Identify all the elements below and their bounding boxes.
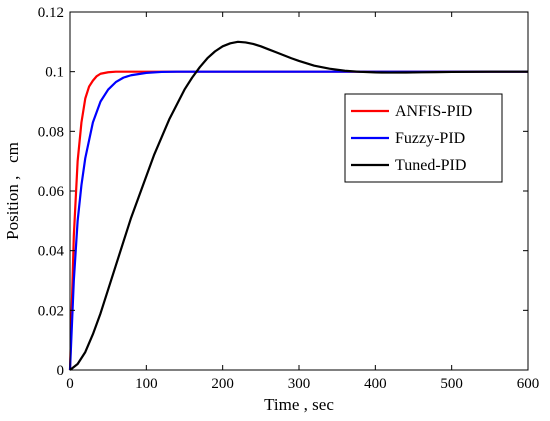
axis-tick-labels: 0 100 200 300 400 500 600 0 0.02 0.04 0.06 0.08 0.1 0… (38, 5, 540, 392)
x-tick-label: 200 (211, 376, 234, 392)
legend-label: Tuned-PID (395, 157, 466, 174)
series-line-tuned-pid (69, 40, 528, 371)
legend-label: ANFIS-PID (395, 103, 472, 120)
x-tick-label: 0 (66, 376, 74, 392)
x-tick-label: 600 (517, 376, 540, 392)
series-line-fuzzy-pid (68, 70, 528, 371)
y-tick-label: 0 (57, 363, 65, 379)
x-tick-label: 400 (364, 376, 387, 392)
axis-ticks (69, 11, 529, 371)
x-tick-label: 500 (440, 376, 463, 392)
y-tick-label: 0.04 (38, 244, 65, 260)
y-tick-label: 0.06 (38, 184, 65, 200)
x-axis-title: Time , sec (264, 395, 334, 414)
legend: ANFIS-PID Fuzzy-PID Tuned-PID (344, 93, 503, 183)
y-tick-label: 0.02 (38, 303, 64, 319)
y-tick-label: 0.08 (38, 124, 64, 140)
y-tick-label: 0.12 (38, 5, 64, 21)
y-tick-label: 0.1 (45, 65, 64, 81)
y-axis-title: Position , cm (3, 142, 22, 240)
x-tick-label: 100 (135, 376, 158, 392)
x-tick-label: 300 (288, 376, 311, 392)
legend-label: Fuzzy-PID (395, 130, 465, 147)
plot-lines (68, 40, 528, 371)
